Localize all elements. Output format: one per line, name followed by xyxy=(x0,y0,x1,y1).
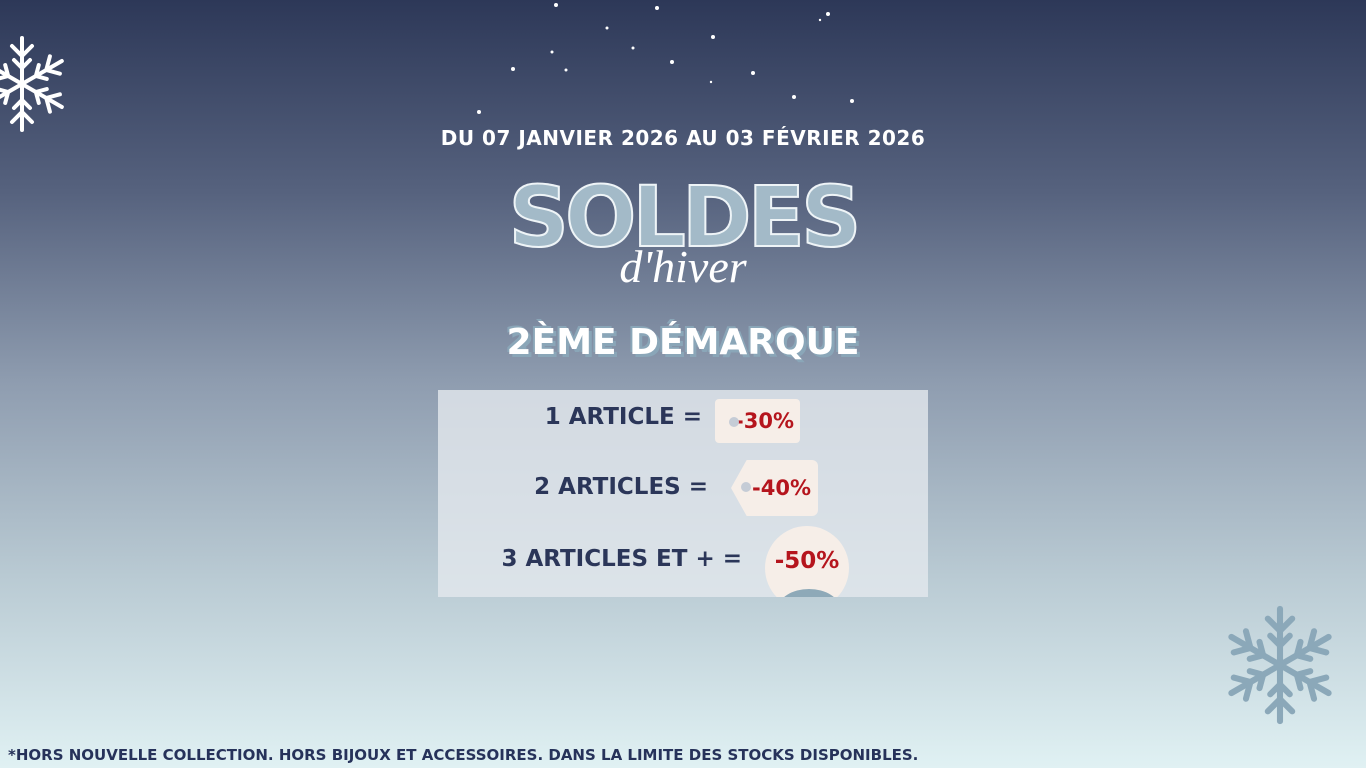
offer-row: 3 ARTICLES ET + = -50% xyxy=(438,526,928,597)
offers-box: 1 ARTICLE = -30% 2 ARTICLES = -40% 3 ART… xyxy=(438,390,928,597)
offer-label: 3 ARTICLES ET + = xyxy=(501,546,742,572)
offer-row: 2 ARTICLES = -40% xyxy=(438,460,928,516)
offer-label: 1 ARTICLE = xyxy=(544,404,702,430)
discount-tag: -30% xyxy=(715,399,800,443)
footnote: *HORS NOUVELLE COLLECTION. HORS BIJOUX E… xyxy=(8,746,919,764)
tag-knob xyxy=(778,589,840,597)
subtitle: d'hiver xyxy=(619,241,747,292)
title: SOLDES xyxy=(507,167,862,267)
discount: -40% xyxy=(752,476,811,500)
offer-row: 1 ARTICLE = -30% xyxy=(438,392,928,443)
snowflake xyxy=(0,36,69,132)
discount: -50% xyxy=(774,548,840,574)
discount-tag: -50% xyxy=(765,526,849,597)
date-range: DU 07 JANVIER 2026 AU 03 FÉVRIER 2026 xyxy=(440,126,926,150)
offer-label: 2 ARTICLES = xyxy=(534,474,708,500)
discount-tag: -40% xyxy=(731,460,818,516)
snowflake xyxy=(1225,609,1334,721)
discount: -30% xyxy=(735,409,794,433)
stars xyxy=(477,3,854,114)
markdown-label: 2ÈME DÉMARQUE xyxy=(506,322,860,363)
